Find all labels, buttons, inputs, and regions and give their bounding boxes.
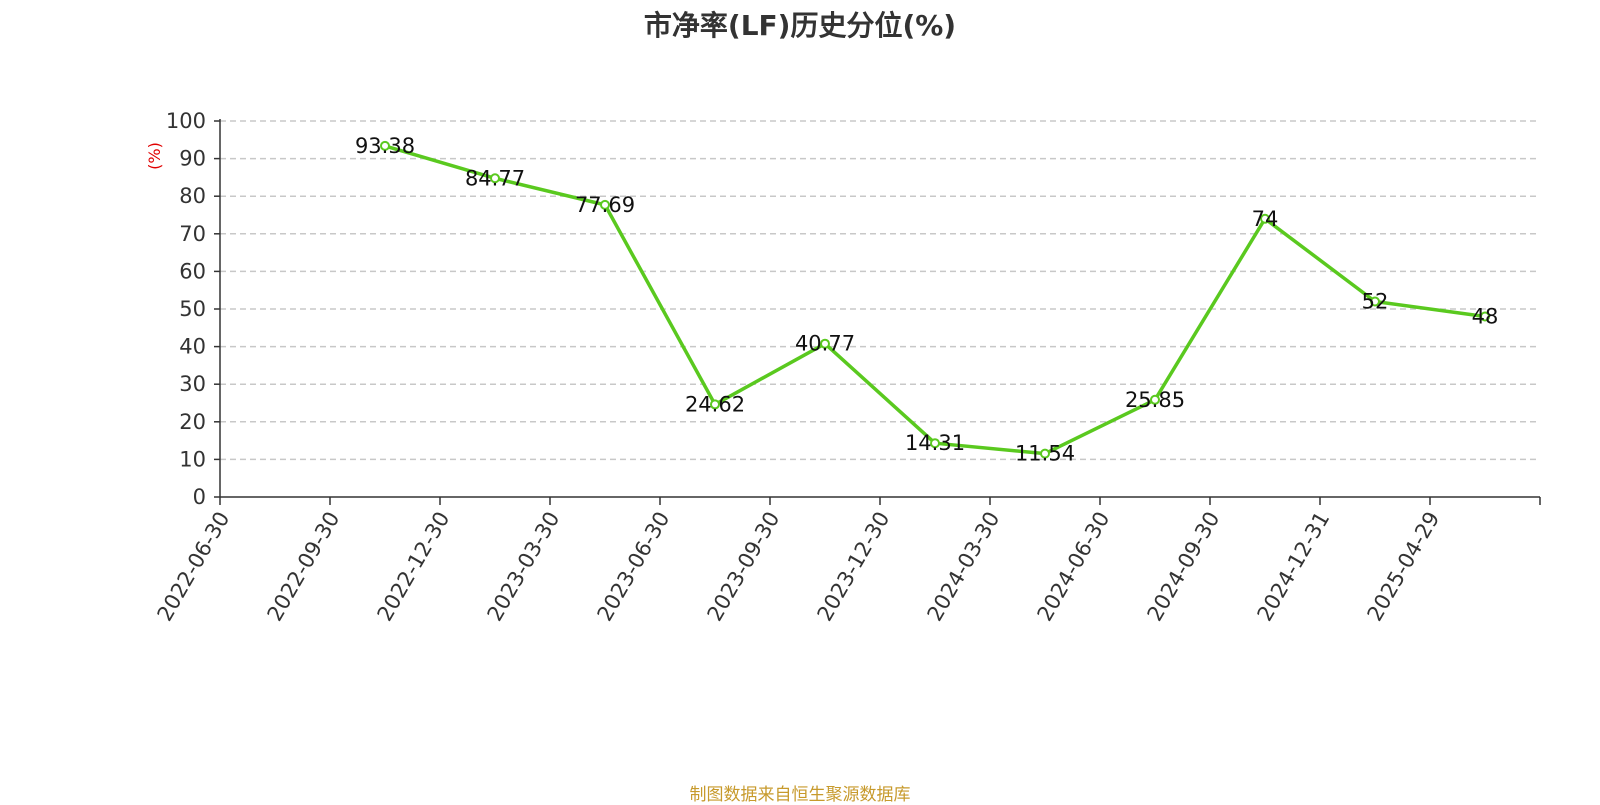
y-tick-label: 30: [179, 372, 206, 396]
x-tick-label: 2022-06-30: [153, 508, 235, 626]
grid-lines: [220, 120, 1540, 461]
x-tick-label: 2023-12-30: [813, 508, 895, 626]
x-tick-label: 2024-06-30: [1033, 508, 1115, 626]
data-label: 40.77: [795, 332, 855, 356]
x-tick-label: 2024-09-30: [1143, 508, 1225, 626]
chart-title: 市净率(LF)历史分位(%): [643, 9, 957, 42]
x-tick-label: 2022-12-30: [373, 508, 455, 626]
data-point: [1150, 394, 1160, 405]
x-tick-label: 2024-03-30: [923, 508, 1005, 626]
data-label: 77.69: [575, 193, 635, 217]
data-label: 74: [1252, 207, 1279, 231]
data-point: [710, 399, 720, 410]
y-tick-label: 90: [179, 147, 206, 171]
y-tick-label: 0: [193, 485, 206, 509]
data-point: [600, 199, 610, 210]
data-label: 84.77: [465, 166, 525, 190]
data-point: [820, 338, 830, 349]
y-tick-label: 70: [179, 222, 206, 246]
data-label: 24.62: [685, 392, 745, 416]
y-tick-label: 50: [179, 297, 206, 321]
data-point: [380, 140, 390, 151]
y-tick-label: 10: [179, 447, 206, 471]
x-tick-label: 2023-09-30: [703, 508, 785, 626]
x-tick-label: 2022-09-30: [263, 508, 345, 626]
x-tick-label: 2023-03-30: [483, 508, 565, 626]
y-tick-label: 20: [179, 410, 206, 434]
series-line: [384, 144, 1486, 456]
data-point: [1260, 213, 1270, 224]
data-point: [1480, 311, 1490, 322]
data-label: 11.54: [1015, 442, 1075, 466]
data-point: [930, 438, 940, 449]
y-tick-label: 100: [166, 109, 206, 133]
axes: 0 10 20 30 40 50 60 70 80 90 100 2022-06-30 2022-09-…: [153, 109, 1541, 626]
data-labels: 93.38 84.77 77.69 24.62 40.77 14.31 11.54 25.85…: [355, 134, 1498, 466]
data-label: 52: [1362, 289, 1389, 313]
y-tick-label: 80: [179, 184, 206, 208]
data-label: 25.85: [1125, 388, 1185, 412]
data-point: [1370, 296, 1380, 307]
y-tick-label: 60: [179, 259, 206, 283]
data-point: [490, 173, 500, 184]
y-tick-label: 40: [179, 335, 206, 359]
x-tick-label: 2024-12-31: [1253, 508, 1335, 626]
series: [380, 140, 1490, 459]
data-label: 14.31: [905, 431, 965, 455]
data-label: 93.38: [355, 134, 415, 158]
data-point: [1040, 448, 1050, 459]
source-note: 制图数据来自恒生聚源数据库: [689, 785, 911, 805]
data-label: 48: [1472, 305, 1499, 329]
y-axis-label: (%): [145, 142, 164, 170]
x-tick-label: 2025-04-29: [1363, 508, 1445, 626]
x-tick-label: 2023-06-30: [593, 508, 675, 626]
